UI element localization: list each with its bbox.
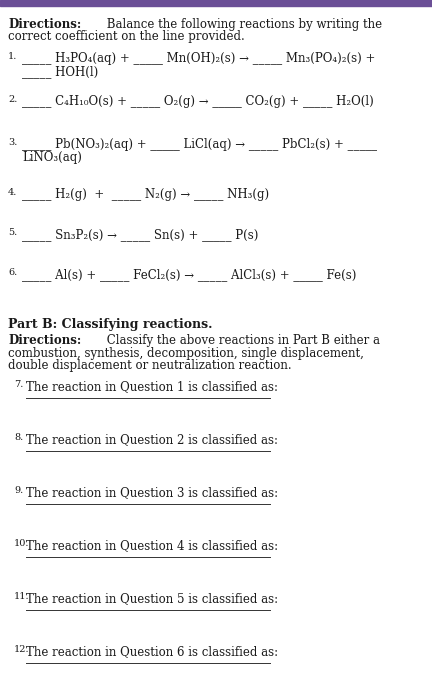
Text: The reaction in Question 5 is classified as:: The reaction in Question 5 is classified… <box>26 592 278 605</box>
Text: _____ HOH(l): _____ HOH(l) <box>22 65 98 78</box>
Text: double displacement or neutralization reaction.: double displacement or neutralization re… <box>8 359 292 372</box>
Text: combustion, synthesis, decomposition, single displacement,: combustion, synthesis, decomposition, si… <box>8 347 364 360</box>
Text: The reaction in Question 3 is classified as:: The reaction in Question 3 is classified… <box>26 486 278 499</box>
Text: The reaction in Question 4 is classified as:: The reaction in Question 4 is classified… <box>26 539 278 552</box>
Text: 8.: 8. <box>14 433 23 442</box>
Text: _____ H₃PO₄(aq) + _____ Mn(OH)₂(s) → _____ Mn₃(PO₄)₂(s) +: _____ H₃PO₄(aq) + _____ Mn(OH)₂(s) → ___… <box>22 52 375 65</box>
Text: LiNO₃(aq): LiNO₃(aq) <box>22 151 82 164</box>
Text: _____ C₄H₁₀O(s) + _____ O₂(g) → _____ CO₂(g) + _____ H₂O(l): _____ C₄H₁₀O(s) + _____ O₂(g) → _____ CO… <box>22 95 374 108</box>
Bar <box>0 0 432 6</box>
Text: _____ Sn₃P₂(s) → _____ Sn(s) + _____ P(s): _____ Sn₃P₂(s) → _____ Sn(s) + _____ P(s… <box>22 228 258 241</box>
Text: _____ Al(s) + _____ FeCl₂(s) → _____ AlCl₃(s) + _____ Fe(s): _____ Al(s) + _____ FeCl₂(s) → _____ AlC… <box>22 268 356 281</box>
Text: _____ Pb(NO₃)₂(aq) + _____ LiCl(aq) → _____ PbCl₂(s) + _____: _____ Pb(NO₃)₂(aq) + _____ LiCl(aq) → __… <box>22 138 377 151</box>
Text: 10.: 10. <box>14 539 29 548</box>
Text: 6.: 6. <box>8 268 17 277</box>
Text: 2.: 2. <box>8 95 17 104</box>
Text: The reaction in Question 2 is classified as:: The reaction in Question 2 is classified… <box>26 433 278 446</box>
Text: correct coefficient on the line provided.: correct coefficient on the line provided… <box>8 30 245 43</box>
Text: 5.: 5. <box>8 228 17 237</box>
Text: 9.: 9. <box>14 486 23 495</box>
Text: 12.: 12. <box>14 645 30 654</box>
Text: The reaction in Question 6 is classified as:: The reaction in Question 6 is classified… <box>26 645 278 658</box>
Text: Part B: Classifying reactions.: Part B: Classifying reactions. <box>8 318 213 331</box>
Text: Directions:: Directions: <box>8 334 81 347</box>
Text: 1.: 1. <box>8 52 17 61</box>
Text: 4.: 4. <box>8 188 17 197</box>
Text: Directions:: Directions: <box>8 18 81 31</box>
Text: 7.: 7. <box>14 380 23 389</box>
Text: Balance the following reactions by writing the: Balance the following reactions by writi… <box>102 18 381 31</box>
Text: Classify the above reactions in Part B either a: Classify the above reactions in Part B e… <box>102 334 380 347</box>
Text: The reaction in Question 1 is classified as:: The reaction in Question 1 is classified… <box>26 380 278 393</box>
Text: 3.: 3. <box>8 138 17 147</box>
Text: 11.: 11. <box>14 592 30 601</box>
Text: _____ H₂(g)  +  _____ N₂(g) → _____ NH₃(g): _____ H₂(g) + _____ N₂(g) → _____ NH₃(g) <box>22 188 269 201</box>
